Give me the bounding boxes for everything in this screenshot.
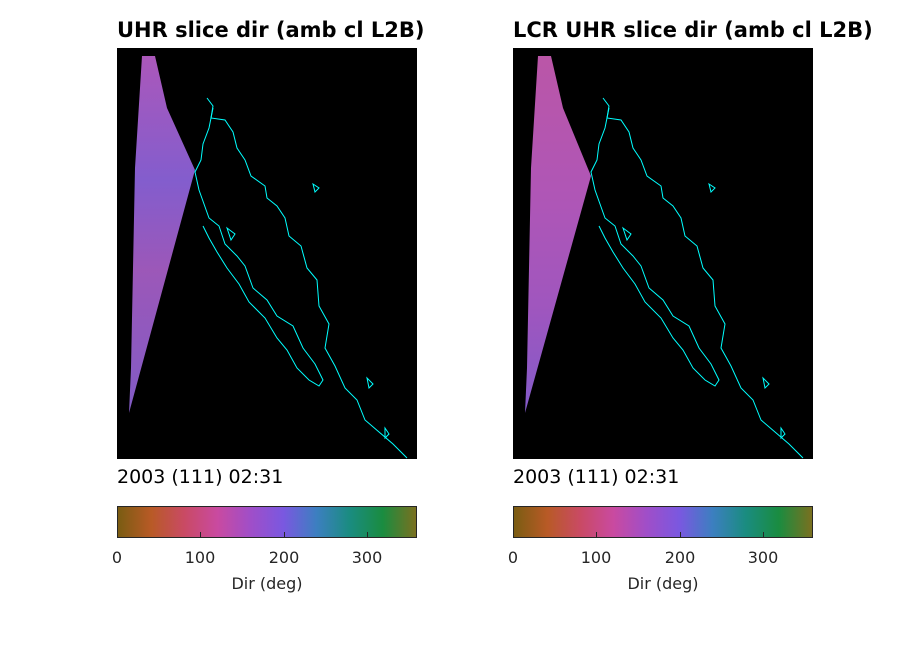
- right-colorbar-label: Dir (deg): [627, 574, 699, 593]
- left-tick-label-300: 300: [351, 548, 383, 567]
- left-tickmark-300: [367, 532, 368, 538]
- right-panel: LCR UHR slice dir (amb cl L2B): [396, 0, 873, 652]
- left-swath: [129, 56, 195, 413]
- right-coastline: [590, 97, 804, 459]
- left-panel: UHR slice dir (amb cl L2B) 2003: [0, 0, 425, 652]
- right-timestamp: 2003 (111) 02:31: [513, 466, 680, 488]
- left-tickmark-0: [117, 532, 118, 538]
- left-map-plot: [117, 48, 417, 459]
- right-tickmark-300: [763, 532, 764, 538]
- right-chart-title: LCR UHR slice dir (amb cl L2B): [513, 18, 873, 42]
- left-tickmark-200: [284, 532, 285, 538]
- left-map-svg: [129, 56, 408, 459]
- right-tickmark-0: [513, 532, 514, 538]
- right-tickmark-100: [596, 532, 597, 538]
- left-tick-label-0: 0: [111, 548, 123, 567]
- left-colorbar: [117, 506, 417, 538]
- left-coastline: [194, 97, 408, 459]
- left-colorbar-label: Dir (deg): [231, 574, 303, 593]
- right-tick-label-100: 100: [580, 548, 612, 567]
- right-map-plot: [513, 48, 813, 459]
- right-tick-label-300: 300: [747, 548, 779, 567]
- left-tick-label-100: 100: [184, 548, 216, 567]
- right-swath: [525, 56, 591, 413]
- left-timestamp: 2003 (111) 02:31: [117, 466, 284, 488]
- right-tick-label-0: 0: [507, 548, 519, 567]
- left-tickmark-100: [200, 532, 201, 538]
- right-colorbar: [513, 506, 813, 538]
- right-tick-label-200: 200: [664, 548, 696, 567]
- left-chart-title: UHR slice dir (amb cl L2B): [117, 18, 425, 42]
- right-tickmark-200: [680, 532, 681, 538]
- right-map-svg: [525, 56, 804, 459]
- left-tick-label-200: 200: [268, 548, 300, 567]
